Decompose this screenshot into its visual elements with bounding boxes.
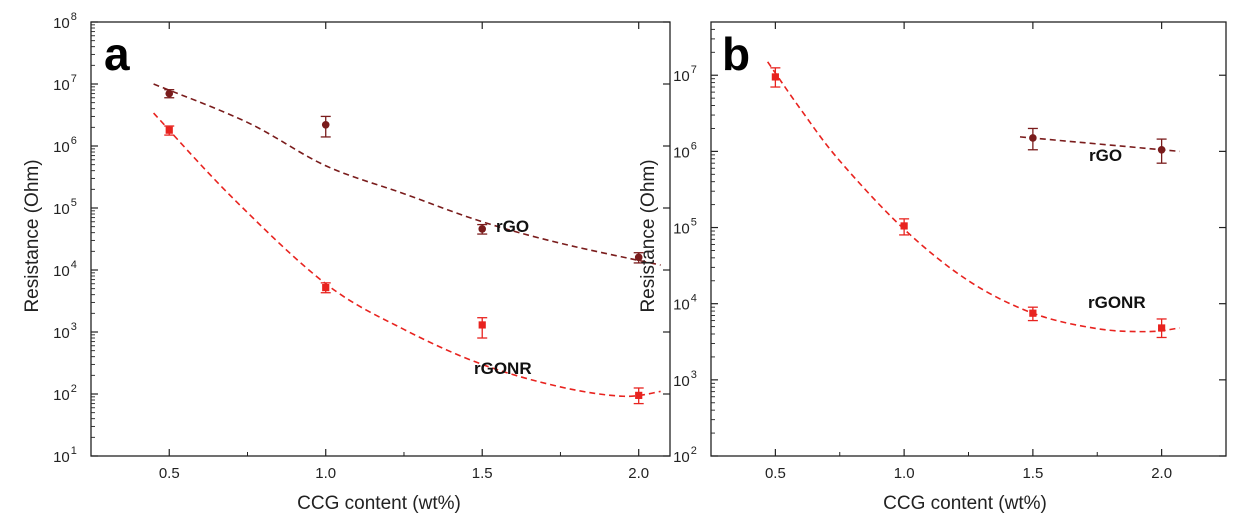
data-point-rgo: [634, 253, 643, 262]
y-tick-label: 105: [53, 197, 77, 218]
panel-a-ylabel: Resistance (Ohm): [22, 159, 43, 312]
data-point-rgonr: [1029, 309, 1037, 317]
y-tick-label: 107: [53, 73, 77, 94]
data-point-rgonr: [900, 222, 908, 230]
data-point-rgonr: [478, 321, 486, 329]
data-point-rgo: [1157, 145, 1166, 154]
panel-label: a: [104, 28, 130, 80]
panel-a-xlabel: CCG content (wt%): [297, 493, 461, 514]
panel-b-xlabel: CCG content (wt%): [883, 493, 1047, 514]
y-tick-label: 104: [673, 293, 697, 314]
x-tick-label: 0.5: [765, 465, 786, 482]
data-point-rgonr: [322, 284, 330, 292]
y-tick-label: 104: [53, 259, 77, 280]
plot-frame: [90, 21, 671, 457]
panel-a: Resistance (Ohm) CCG content (wt%) 0.5 1.…: [22, 11, 671, 514]
panel-label: b: [722, 28, 750, 80]
y-tick-label: 107: [673, 64, 697, 85]
data-point-rgo: [1029, 134, 1037, 142]
y-tick-label: 102: [53, 383, 77, 404]
x-tick-label: 1.0: [315, 465, 336, 482]
x-tick-label: 1.0: [894, 465, 915, 482]
series-label-rgo: rGO: [1089, 146, 1122, 165]
y-tick-label: 108: [53, 11, 77, 32]
series-label-rgo: rGO: [496, 217, 529, 236]
fit-curve-rgonr: [766, 61, 1180, 333]
x-tick-label: 1.5: [1022, 465, 1043, 482]
fit-curve-rgo: [153, 83, 661, 266]
data-point-rgonr: [165, 126, 173, 134]
panel-b-ylabel: Resistance (Ohm): [638, 159, 659, 312]
x-tick-label: 1.5: [472, 465, 493, 482]
x-tick-label: 0.5: [159, 465, 180, 482]
data-point-rgo: [165, 89, 174, 98]
fit-curve-rgonr: [153, 112, 661, 398]
data-point-rgo: [478, 225, 487, 233]
data-point-rgonr: [771, 73, 779, 81]
series-label-rgonr: rGONR: [474, 359, 532, 378]
x-tick-label: 2.0: [628, 465, 649, 482]
data-point-rgo: [321, 120, 330, 129]
data-point-rgonr: [635, 391, 643, 399]
y-tick-label: 106: [53, 135, 77, 156]
y-tick-label: 105: [673, 217, 697, 238]
y-tick-label: 103: [53, 321, 77, 342]
y-tick-label: 101: [53, 445, 77, 466]
panel-b: Resistance (Ohm) CCG content (wt%) 0.5 1.…: [638, 21, 1227, 514]
data-point-rgonr: [1158, 324, 1166, 332]
x-tick-label: 2.0: [1151, 465, 1172, 482]
y-tick-label: 102: [673, 445, 697, 466]
series-label-rgonr: rGONR: [1088, 293, 1146, 312]
y-tick-label: 106: [673, 140, 697, 161]
y-tick-label: 103: [673, 369, 697, 390]
plot-frame: [710, 21, 1227, 457]
